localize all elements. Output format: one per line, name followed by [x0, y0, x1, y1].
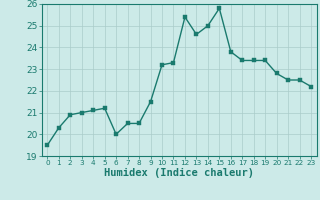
X-axis label: Humidex (Indice chaleur): Humidex (Indice chaleur): [104, 168, 254, 178]
